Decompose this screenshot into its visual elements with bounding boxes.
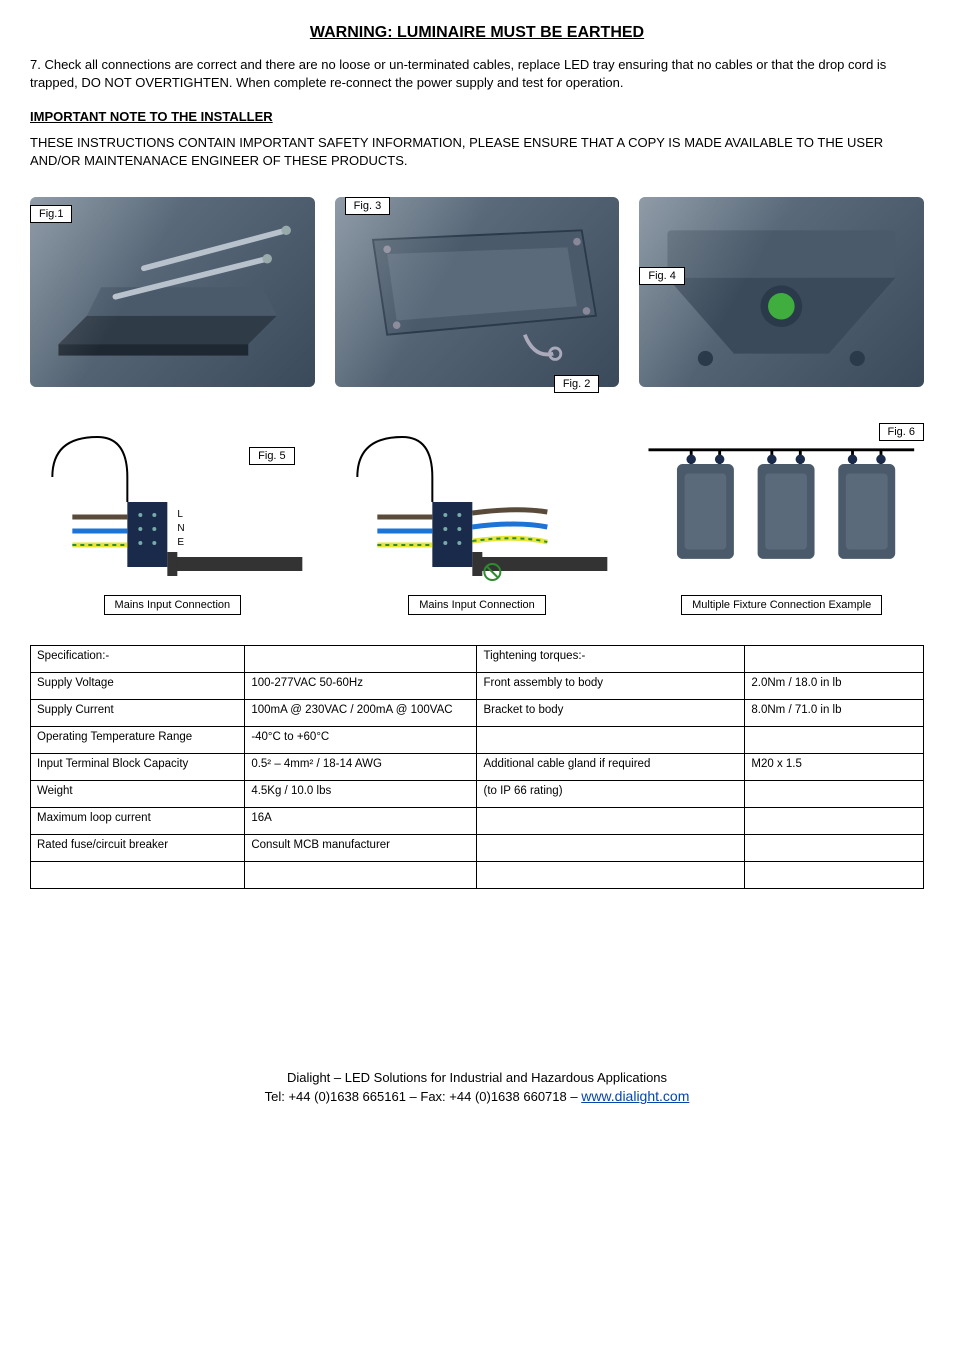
figure-4-label: Fig. 4 <box>639 267 685 285</box>
warning-title: WARNING: LUMINAIRE MUST BE EARTHED <box>30 24 924 42</box>
figure-1-cell: Fig.1 <box>30 197 315 387</box>
table-cell <box>745 862 924 889</box>
figure-2-3-cell: Fig. 3 Fig. 2 <box>335 197 620 387</box>
table-row: Weight4.5Kg / 10.0 lbs(to IP 66 rating) <box>31 781 924 808</box>
table-cell <box>745 781 924 808</box>
table-cell <box>245 646 477 673</box>
installer-note: THESE INSTRUCTIONS CONTAIN IMPORTANT SAF… <box>30 134 924 169</box>
figure-5-wiring: L N E <box>30 417 315 587</box>
table-cell: Operating Temperature Range <box>31 727 245 754</box>
specification-table: Specification:-Tightening torques:-Suppl… <box>30 645 924 889</box>
table-cell <box>745 727 924 754</box>
table-cell <box>745 646 924 673</box>
table-cell <box>31 862 245 889</box>
figure-6-multiple-fixtures <box>639 417 924 587</box>
table-cell: 16A <box>245 808 477 835</box>
table-cell: Supply Voltage <box>31 673 245 700</box>
caption-multiple-fixture: Multiple Fixture Connection Example <box>681 595 882 615</box>
table-cell: 4.5Kg / 10.0 lbs <box>245 781 477 808</box>
table-cell <box>477 727 745 754</box>
table-cell <box>477 808 745 835</box>
footer-line-2: Tel: +44 (0)1638 665161 – Fax: +44 (0)16… <box>30 1087 924 1107</box>
table-cell: Bracket to body <box>477 700 745 727</box>
figure-1-label: Fig.1 <box>30 205 72 223</box>
table-cell: (to IP 66 rating) <box>477 781 745 808</box>
table-row: Rated fuse/circuit breakerConsult MCB ma… <box>31 835 924 862</box>
table-cell <box>245 862 477 889</box>
wiring-label-n: N <box>177 523 184 534</box>
figure-3-label: Fig. 3 <box>345 197 391 215</box>
figure-1-image <box>30 197 315 387</box>
figure-4-image <box>639 197 924 387</box>
table-cell <box>477 862 745 889</box>
step-7-paragraph: 7. Check all connections are correct and… <box>30 56 924 91</box>
table-cell: Consult MCB manufacturer <box>245 835 477 862</box>
table-cell: 100-277VAC 50-60Hz <box>245 673 477 700</box>
figure-5-cell: Fig. 5 L <box>30 417 315 615</box>
table-row: Maximum loop current16A <box>31 808 924 835</box>
page-footer: Dialight – LED Solutions for Industrial … <box>30 1069 924 1107</box>
table-cell: 2.0Nm / 18.0 in lb <box>745 673 924 700</box>
figure-6-cell: Fig. 6 <box>639 417 924 615</box>
table-cell: 0.5² – 4mm² / 18-14 AWG <box>245 754 477 781</box>
table-cell: Tightening torques:- <box>477 646 745 673</box>
table-cell: Maximum loop current <box>31 808 245 835</box>
table-cell: Additional cable gland if required <box>477 754 745 781</box>
table-cell <box>745 835 924 862</box>
table-row: Supply Current100mA @ 230VAC / 200mA @ 1… <box>31 700 924 727</box>
table-cell: Front assembly to body <box>477 673 745 700</box>
table-cell: M20 x 1.5 <box>745 754 924 781</box>
figure-5-label: Fig. 5 <box>249 447 295 465</box>
table-cell: Weight <box>31 781 245 808</box>
table-cell: 8.0Nm / 71.0 in lb <box>745 700 924 727</box>
table-cell: Input Terminal Block Capacity <box>31 754 245 781</box>
wiring-label-e: E <box>177 537 184 548</box>
wiring-2-diagram <box>335 417 620 587</box>
footer-line-1: Dialight – LED Solutions for Industrial … <box>30 1069 924 1087</box>
table-row: Operating Temperature Range-40°C to +60°… <box>31 727 924 754</box>
figure-row-1: Fig.1 Fig. 3 <box>30 197 924 387</box>
figure-4-cell: Fig. 4 <box>639 197 924 387</box>
figure-6-label: Fig. 6 <box>879 423 925 441</box>
table-row: Supply Voltage100-277VAC 50-60HzFront as… <box>31 673 924 700</box>
wiring-2-cell: Mains Input Connection <box>335 417 620 615</box>
wiring-label-l: L <box>177 509 183 520</box>
figure-2-image <box>335 197 620 387</box>
table-row: Input Terminal Block Capacity0.5² – 4mm²… <box>31 754 924 781</box>
figure-2-label: Fig. 2 <box>554 375 600 393</box>
table-cell: Rated fuse/circuit breaker <box>31 835 245 862</box>
footer-contact: Tel: +44 (0)1638 665161 – Fax: +44 (0)16… <box>265 1089 582 1104</box>
table-cell <box>745 808 924 835</box>
table-cell: -40°C to +60°C <box>245 727 477 754</box>
table-cell <box>477 835 745 862</box>
figure-row-2: Fig. 5 L <box>30 417 924 615</box>
caption-mains-1: Mains Input Connection <box>104 595 242 615</box>
table-cell: 100mA @ 230VAC / 200mA @ 100VAC <box>245 700 477 727</box>
table-row: Specification:- Tightening torques:- <box>31 646 924 673</box>
table-row <box>31 862 924 889</box>
footer-link[interactable]: www.dialight.com <box>581 1088 689 1104</box>
installer-heading: IMPORTANT NOTE TO THE INSTALLER <box>30 109 924 124</box>
caption-mains-2: Mains Input Connection <box>408 595 546 615</box>
table-cell: Specification:- <box>31 646 245 673</box>
table-cell: Supply Current <box>31 700 245 727</box>
